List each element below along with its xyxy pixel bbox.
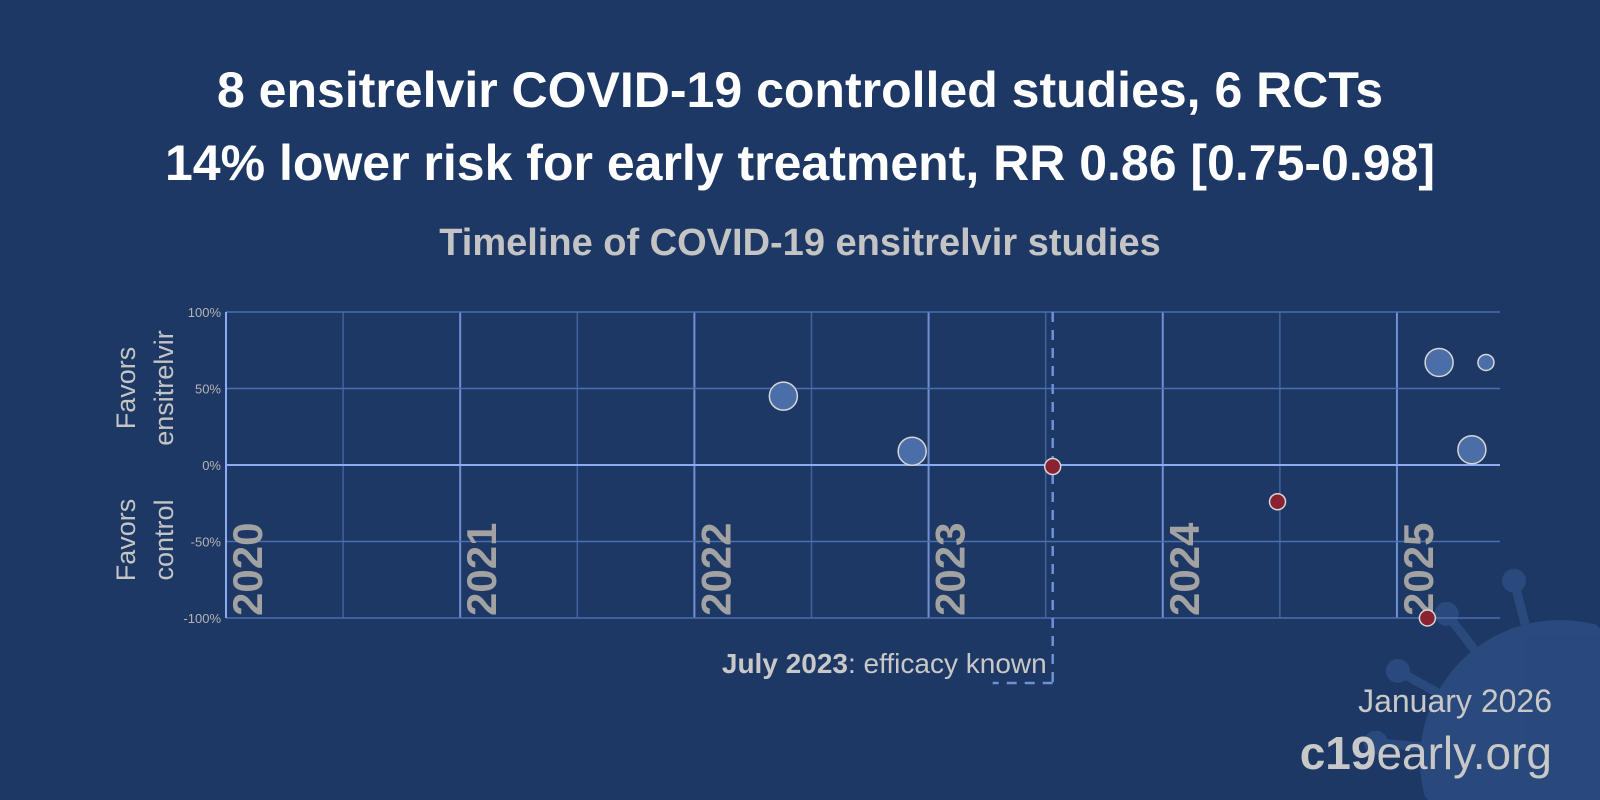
virus-spike [1443, 611, 1478, 653]
y-tick-label: 100% [188, 305, 222, 320]
y-tick-label: 50% [195, 382, 221, 397]
virus-body [1420, 620, 1600, 800]
virus-spike-tip [1501, 568, 1526, 593]
annotation-text: : efficacy known [848, 648, 1047, 679]
ylabel-favors-control: Favors control [111, 499, 179, 582]
x-tick-label: 2024 [1161, 522, 1208, 616]
study-point-favors-treatment [1457, 434, 1487, 465]
virus-spike-tip [1385, 658, 1410, 683]
study-point-favors-control [1043, 457, 1062, 476]
x-tick-label: 2023 [927, 523, 974, 616]
y-tick-label: -50% [191, 535, 222, 550]
study-point-favors-treatment [1424, 347, 1454, 378]
site-logo: c19early.org [1300, 728, 1552, 779]
virus-icon [1363, 568, 1600, 800]
efficacy-known-label: July 2023: efficacy known [722, 648, 1047, 679]
virus-spike [1509, 579, 1530, 626]
study-point-favors-treatment [897, 436, 927, 466]
study-point-favors-control [1418, 609, 1437, 627]
date-label: January 2026 [1358, 683, 1552, 719]
site-logo-bold: c19 [1299, 727, 1377, 779]
virus-spike [1395, 666, 1440, 697]
virus-spike-tip [1363, 730, 1388, 755]
annotation-date: July 2023 [722, 648, 848, 679]
ylabel-favors-treatment: Favors ensitrelvir [111, 330, 179, 446]
x-tick-label: 2025 [1395, 523, 1442, 616]
ylabel-favors-treatment-text: Favors ensitrelvir [111, 330, 179, 446]
x-tick-label: 2020 [224, 523, 271, 616]
title-line-1: 8 ensitrelvir COVID-19 controlled studie… [216, 62, 1384, 118]
title-line-2: 14% lower risk for early treatment, RR 0… [164, 135, 1436, 191]
virus-spike-tip [1434, 601, 1459, 626]
study-point-favors-control [1268, 492, 1287, 511]
x-tick-label: 2022 [692, 523, 739, 616]
y-tick-label: -100% [183, 611, 221, 626]
y-tick-label: 0% [202, 458, 221, 473]
chart-title: Timeline of COVID-19 ensitrelvir studies [439, 222, 1161, 264]
site-logo-rest: early.org [1376, 727, 1552, 779]
virus-spike [1375, 738, 1422, 752]
study-point-favors-treatment [768, 381, 799, 411]
ylabel-favors-control-text: Favors control [111, 499, 179, 582]
x-tick-label: 2021 [458, 523, 505, 616]
study-point-favors-treatment [1477, 353, 1495, 372]
